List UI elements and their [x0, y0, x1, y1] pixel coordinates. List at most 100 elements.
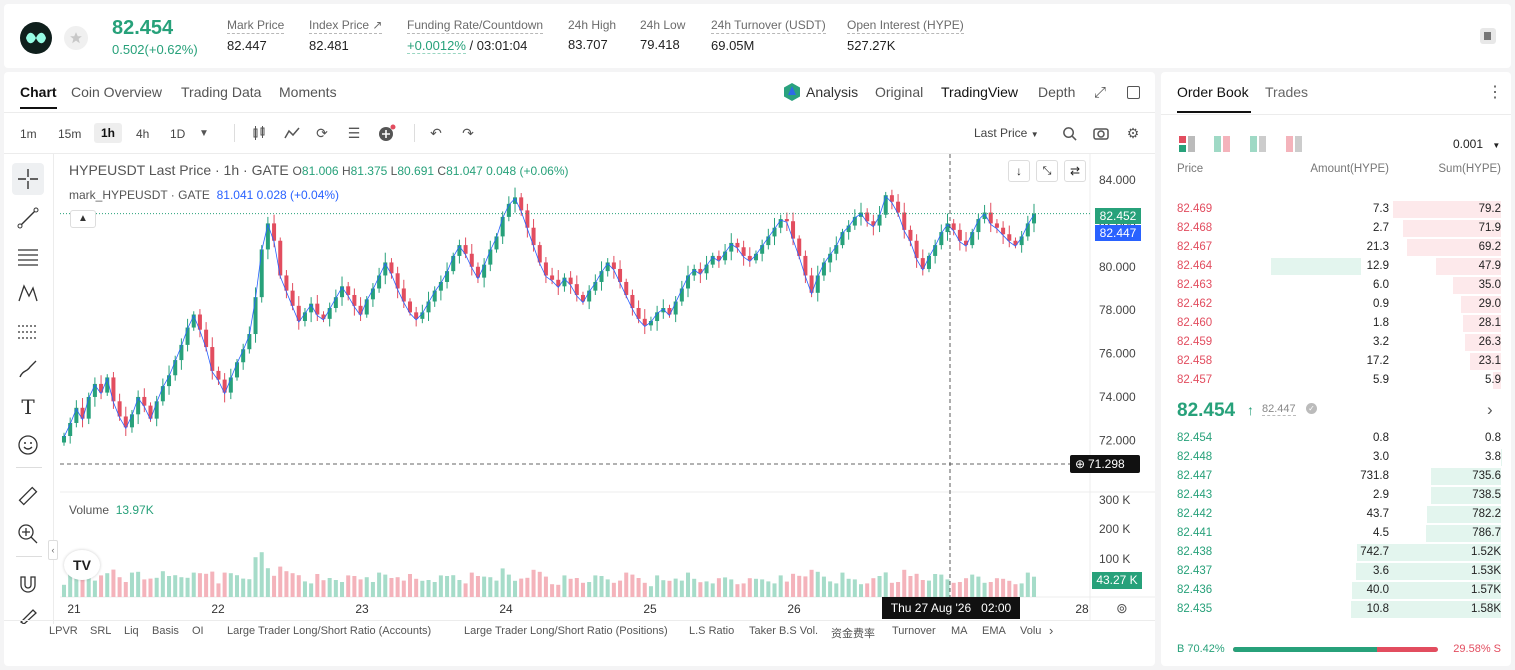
- templates-icon[interactable]: ☰: [347, 124, 361, 141]
- undo-icon[interactable]: ↶: [430, 124, 442, 141]
- tf-15m[interactable]: 15m: [58, 127, 82, 141]
- tf-1m[interactable]: 1m: [20, 127, 37, 141]
- pattern-icon[interactable]: [12, 277, 44, 309]
- order-book-row[interactable]: 82.448 3.0 3.8: [1161, 448, 1511, 467]
- price-type-select[interactable]: Last Price ▼: [974, 126, 1039, 140]
- view-asks-icon[interactable]: [1286, 136, 1302, 155]
- indicator-ma[interactable]: MA: [951, 625, 968, 637]
- candles-icon[interactable]: [251, 124, 269, 142]
- expand-icon[interactable]: ⤢: [1094, 84, 1107, 101]
- tab-chart[interactable]: Chart: [20, 84, 57, 109]
- order-book-row[interactable]: 82.464 12.9 47.9: [1161, 257, 1511, 276]
- chevron-left-icon[interactable]: ‹: [48, 540, 58, 560]
- stat-open-interest[interactable]: Open Interest (HYPE) 527.27K: [847, 18, 964, 53]
- chevron-down-icon[interactable]: ▼: [199, 127, 209, 139]
- crosshair-icon[interactable]: [12, 163, 44, 195]
- order-book-row[interactable]: 82.447 731.8 735.6: [1161, 467, 1511, 486]
- mode-depth[interactable]: Depth: [1038, 84, 1076, 100]
- ruler-icon[interactable]: [12, 480, 44, 512]
- book-icon[interactable]: [1480, 28, 1496, 44]
- order-book-row[interactable]: 82.437 3.6 1.53K: [1161, 562, 1511, 581]
- sync-icon[interactable]: ⇄: [1064, 160, 1086, 182]
- projection-icon[interactable]: [12, 315, 44, 347]
- tab-moments[interactable]: Moments: [279, 84, 337, 100]
- add-indicator-icon[interactable]: [378, 124, 396, 142]
- order-book-row[interactable]: 82.457 5.9 5.9: [1161, 371, 1511, 390]
- stat-funding-rate[interactable]: Funding Rate/Countdown +0.0012% / 03:01:…: [407, 18, 544, 54]
- stat-mark-price[interactable]: Mark Price 82.447: [227, 18, 285, 53]
- more-icon[interactable]: ⋮: [1487, 84, 1503, 101]
- indicator-taker-vol[interactable]: Taker B.S Vol.: [749, 625, 819, 637]
- indicator-basis[interactable]: Basis: [152, 625, 179, 637]
- order-book-row[interactable]: 82.469 7.3 79.2: [1161, 200, 1511, 219]
- order-book-row[interactable]: 82.435 10.8 1.58K: [1161, 600, 1511, 619]
- brush-icon[interactable]: [12, 353, 44, 385]
- shield-icon[interactable]: ✓: [1306, 403, 1317, 414]
- chevron-right-icon[interactable]: ›: [1487, 400, 1493, 419]
- plus-circle-icon[interactable]: ⊕: [1074, 457, 1086, 471]
- indicator-volume[interactable]: Volu: [1020, 625, 1042, 637]
- trend-line-icon[interactable]: [12, 202, 44, 234]
- indicator-ls-ratio[interactable]: L.S Ratio: [689, 625, 735, 637]
- order-book-row[interactable]: 82.443 2.9 738.5: [1161, 486, 1511, 505]
- indicator-srl[interactable]: SRL: [90, 625, 112, 637]
- order-book-row[interactable]: 82.467 21.3 69.2: [1161, 238, 1511, 257]
- collapse-legend-icon[interactable]: ▲: [70, 210, 96, 228]
- tab-coin-overview[interactable]: Coin Overview: [71, 84, 163, 100]
- indicator-lt-ratio-positions[interactable]: Large Trader Long/Short Ratio (Positions…: [464, 625, 668, 637]
- order-book-row[interactable]: 82.441 4.5 786.7: [1161, 524, 1511, 543]
- order-book-row[interactable]: 82.438 742.7 1.52K: [1161, 543, 1511, 562]
- ai-analysis-icon[interactable]: [784, 83, 800, 101]
- arrow-down-icon[interactable]: ↓: [1008, 160, 1030, 182]
- order-book-row[interactable]: 82.459 3.2 26.3: [1161, 333, 1511, 352]
- chevron-right-icon[interactable]: ›: [1049, 623, 1054, 638]
- search-icon[interactable]: [1060, 124, 1078, 142]
- order-book-row[interactable]: 82.462 0.9 29.0: [1161, 295, 1511, 314]
- indicator-turnover[interactable]: Turnover: [892, 625, 936, 637]
- order-book-row[interactable]: 82.460 1.8 28.1: [1161, 314, 1511, 333]
- indicator-liq[interactable]: Liq: [124, 625, 139, 637]
- mode-original[interactable]: Original: [875, 84, 924, 100]
- order-book-row[interactable]: 82.458 17.2 23.1: [1161, 352, 1511, 371]
- emoji-icon[interactable]: [12, 429, 44, 461]
- indicator-ema[interactable]: EMA: [982, 625, 1006, 637]
- indicators-icon[interactable]: [283, 124, 301, 142]
- replay-icon[interactable]: ⟳: [316, 124, 328, 141]
- tf-4h[interactable]: 4h: [136, 127, 150, 141]
- tab-trades[interactable]: Trades: [1265, 84, 1309, 100]
- text-tool-icon[interactable]: T: [21, 395, 35, 419]
- indicator-lpvr[interactable]: LPVR: [49, 625, 78, 637]
- candlestick-chart[interactable]: 84.00082.00080.00078.00076.00074.00072.0…: [4, 72, 1155, 666]
- magnet-icon[interactable]: [12, 568, 44, 600]
- indicator-lt-ratio-accounts[interactable]: Large Trader Long/Short Ratio (Accounts): [227, 625, 432, 637]
- mode-analysis[interactable]: Analysis: [806, 84, 859, 100]
- order-book-row[interactable]: 82.454 0.8 0.8: [1161, 429, 1511, 448]
- tf-1h[interactable]: 1h: [94, 123, 123, 143]
- tf-1d[interactable]: 1D: [170, 127, 186, 141]
- collapse-icon[interactable]: ⤡: [1036, 160, 1058, 182]
- settings-circle-icon[interactable]: ⊚: [1116, 600, 1128, 616]
- mode-tradingview[interactable]: TradingView: [941, 84, 1019, 100]
- order-book-row[interactable]: 82.442 43.7 782.2: [1161, 505, 1511, 524]
- stat-24h-turnover[interactable]: 24h Turnover (USDT) 69.05M: [711, 18, 826, 53]
- indicator-oi[interactable]: OI: [192, 625, 204, 637]
- zoom-in-icon[interactable]: [12, 518, 44, 550]
- indicator-funding-rate[interactable]: 资金费率: [831, 627, 875, 640]
- lock-drawing-icon[interactable]: [12, 606, 44, 626]
- window-icon[interactable]: [1127, 86, 1140, 99]
- precision-select[interactable]: 0.001 ▼: [1453, 137, 1500, 151]
- fib-lines-icon[interactable]: [12, 240, 44, 272]
- tab-trading-data[interactable]: Trading Data: [181, 84, 262, 100]
- order-book-row[interactable]: 82.463 6.0 35.0: [1161, 276, 1511, 295]
- view-both-icon[interactable]: [1179, 136, 1195, 155]
- order-book-row[interactable]: 82.436 40.0 1.57K: [1161, 581, 1511, 600]
- order-book-row[interactable]: 82.468 2.7 71.9: [1161, 219, 1511, 238]
- stat-index-price[interactable]: Index Price ↗ 82.481: [309, 18, 383, 53]
- view-bids-icon[interactable]: [1250, 136, 1266, 155]
- view-split-icon[interactable]: [1214, 136, 1230, 155]
- tab-order-book[interactable]: Order Book: [1177, 84, 1249, 100]
- favorite-star-icon[interactable]: [64, 26, 88, 50]
- redo-icon[interactable]: ↷: [462, 124, 474, 141]
- camera-icon[interactable]: [1092, 124, 1110, 142]
- gear-icon[interactable]: ⚙: [1126, 124, 1140, 141]
